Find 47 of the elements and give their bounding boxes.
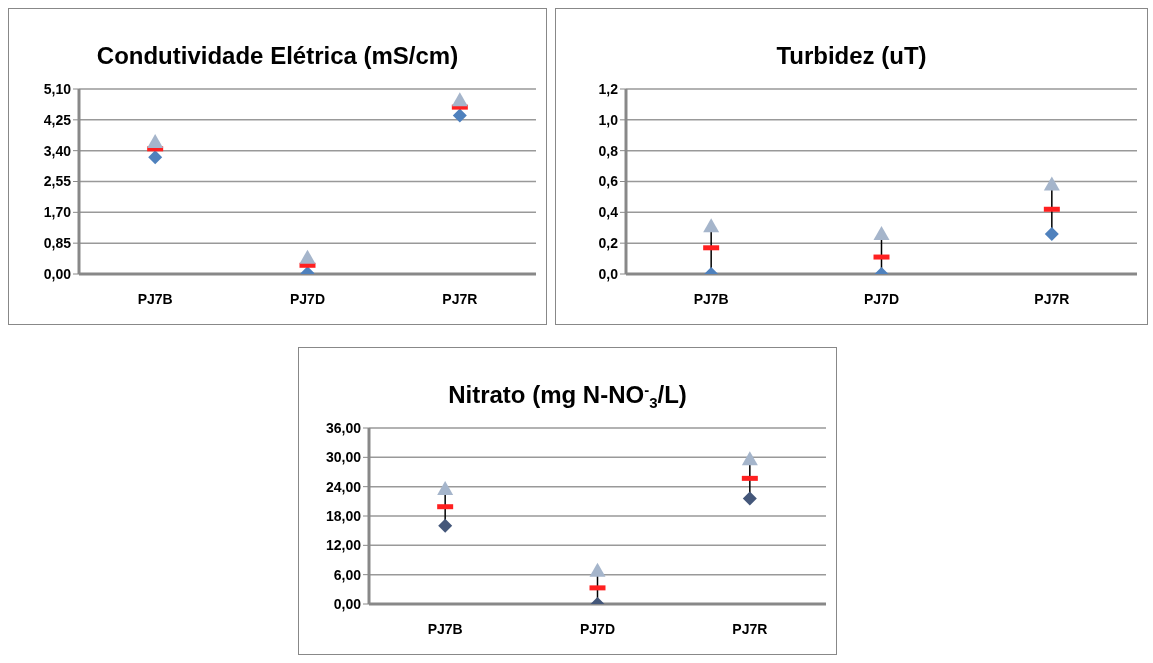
y-tick-label: 12,00 [325, 537, 362, 554]
y-tick-label: 0,8 [598, 142, 619, 159]
chart-title: Condutividade Elétrica (mS/cm) [96, 42, 459, 69]
point [742, 491, 757, 506]
x-tick-label: PJ7D [863, 290, 900, 307]
y-tick-label: 0,4 [598, 204, 619, 221]
y-tick-label: 5,10 [43, 80, 72, 97]
y-tick-label: 18,00 [325, 507, 362, 524]
point [148, 150, 163, 165]
y-tick-label: 0,85 [43, 235, 72, 252]
point [438, 518, 453, 533]
point [703, 218, 720, 233]
point [1043, 176, 1060, 191]
x-tick-label: PJ7R [1034, 290, 1070, 307]
x-tick-label: PJ7B [137, 290, 173, 307]
x-tick-label: PJ7D [579, 620, 616, 637]
x-tick-label: PJ7B [427, 620, 463, 637]
y-tick-label: 0,6 [598, 173, 619, 190]
chart-title: Nitrato (mg N-NO$^{-}$$_{3}$/L) [448, 380, 687, 411]
y-tick-label: 1,70 [43, 204, 72, 221]
y-tick-label: 36,00 [325, 419, 362, 436]
point [741, 451, 758, 466]
y-tick-label: 2,55 [43, 173, 72, 190]
x-tick-label: PJ7R [732, 620, 768, 637]
y-tick-label: 1,0 [598, 111, 619, 128]
point [1044, 226, 1059, 241]
y-tick-label: 3,40 [43, 142, 72, 159]
x-tick-label: PJ7R [442, 290, 478, 307]
point [589, 562, 606, 577]
y-tick-label: 24,00 [325, 478, 362, 495]
point [452, 108, 467, 123]
y-tick-label: 30,00 [325, 449, 362, 466]
y-tick-label: 4,25 [43, 111, 72, 128]
y-tick-label: 6,00 [333, 566, 362, 583]
point [437, 481, 454, 496]
point [147, 133, 164, 148]
y-tick-label: 0,2 [598, 235, 619, 252]
point [451, 92, 468, 107]
x-tick-label: PJ7B [693, 290, 729, 307]
point [873, 225, 890, 240]
y-tick-label: 1,2 [598, 80, 619, 97]
y-tick-label: 0,0 [598, 265, 619, 282]
y-tick-label: 0,00 [43, 265, 72, 282]
chart-title: Turbidez (uT) [776, 42, 927, 69]
x-tick-label: PJ7D [289, 290, 326, 307]
point [299, 249, 316, 264]
y-tick-label: 0,00 [333, 595, 362, 612]
